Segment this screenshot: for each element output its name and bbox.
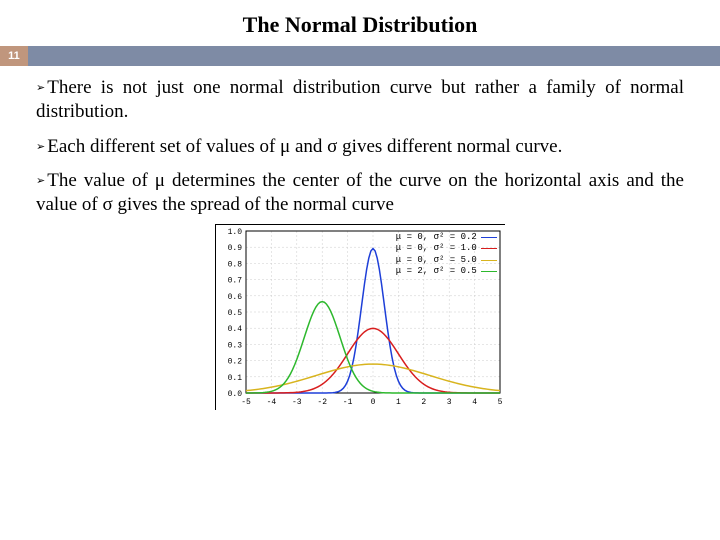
svg-text:-5: -5 [241,398,251,407]
chevron-right-icon: ➢ [36,82,45,94]
chevron-right-icon: ➢ [36,175,45,187]
legend-item: μ = 0, σ² = 5.0 [396,255,497,266]
svg-text:1: 1 [396,398,401,407]
legend-item: μ = 0, σ² = 1.0 [396,243,497,254]
svg-text:2: 2 [421,398,426,407]
legend-item: μ = 2, σ² = 0.5 [396,266,497,277]
legend-item: μ = 0, σ² = 0.2 [396,232,497,243]
svg-text:1.0: 1.0 [228,228,243,237]
svg-text:-3: -3 [292,398,302,407]
svg-text:-1: -1 [343,398,353,407]
bullet-item: ➢There is not just one normal distributi… [36,76,684,125]
header-band: 11 [0,46,720,66]
bullet-item: ➢The value of μ determines the center of… [36,169,684,218]
svg-text:-4: -4 [267,398,277,407]
svg-text:0.9: 0.9 [228,244,243,253]
svg-text:0.4: 0.4 [228,325,243,334]
svg-text:0.1: 0.1 [228,373,243,382]
chart-container: -5 -4 -3 -2 -1 0 1 2 3 4 5 0.0 0.1 0.2 0.3 0.4 0.5 0.6 0.7… [36,224,684,415]
slide-title: The Normal Distribution [0,0,720,46]
bullet-text: Each different set of values of μ and σ … [47,136,562,157]
svg-text:0.0: 0.0 [228,390,243,399]
svg-text:0: 0 [371,398,376,407]
svg-text:0.3: 0.3 [228,341,243,350]
chevron-right-icon: ➢ [36,141,45,153]
svg-text:-2: -2 [317,398,327,407]
svg-text:0.5: 0.5 [228,309,243,318]
svg-text:0.2: 0.2 [228,357,243,366]
slide-number-badge: 11 [0,46,28,66]
header-rule [28,46,720,66]
svg-text:3: 3 [447,398,452,407]
svg-text:4: 4 [472,398,477,407]
svg-text:5: 5 [498,398,503,407]
bullet-text: The value of μ determines the center of … [36,170,684,215]
chart-legend: μ = 0, σ² = 0.2μ = 0, σ² = 1.0μ = 0, σ² … [396,232,497,277]
svg-text:0.8: 0.8 [228,260,243,269]
svg-text:0.6: 0.6 [228,292,243,301]
bullet-item: ➢Each different set of values of μ and σ… [36,135,684,159]
slide-body: ➢There is not just one normal distributi… [0,66,720,415]
bullet-text: There is not just one normal distributio… [36,77,684,122]
svg-text:0.7: 0.7 [228,276,243,285]
normal-pdf-chart: -5 -4 -3 -2 -1 0 1 2 3 4 5 0.0 0.1 0.2 0.3 0.4 0.5 0.6 0.7… [215,224,505,410]
